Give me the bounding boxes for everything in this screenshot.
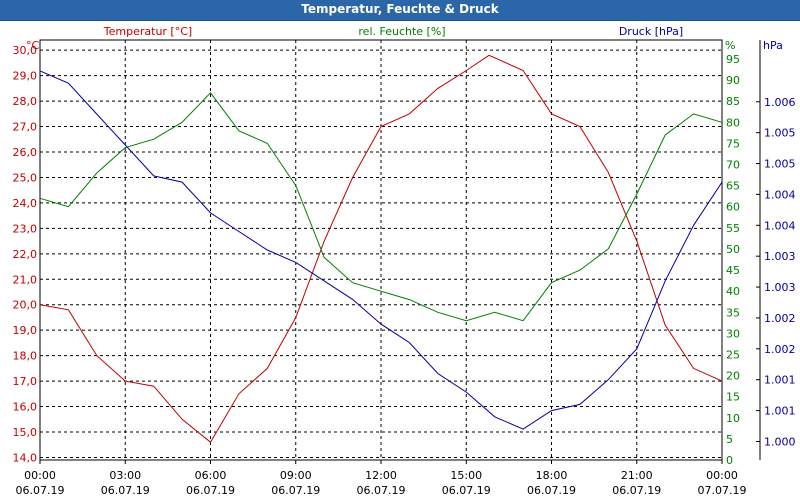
humidity-tick-label: 20	[726, 370, 740, 383]
temperature-tick-label: 27,0	[13, 121, 38, 134]
pressure-axis: 1.000 1.001 1.001 1.002 1.002 1.003 1.003 1.004…	[756, 40, 796, 460]
x-tick-time: 03:00	[109, 469, 141, 482]
pressure-tick-label: 1.005	[764, 127, 796, 140]
temperature-tick-label: 22,0	[13, 248, 38, 261]
humidity-tick-label: 5	[726, 433, 733, 446]
temperature-tick-label: 23,0	[13, 222, 38, 235]
temperature-tick-label: 20,0	[13, 299, 38, 312]
temperature-tick-label: 30,0	[13, 44, 38, 57]
pressure-tick-label: 1.003	[764, 250, 796, 263]
x-tick-date: 06.07.19	[442, 484, 491, 497]
x-tick-time: 12:00	[365, 469, 397, 482]
humidity-tick-label: 50	[726, 243, 740, 256]
humidity-tick-label: 15	[726, 391, 740, 404]
x-tick-date: 06.07.19	[101, 484, 150, 497]
humidity-tick-label: 35	[726, 306, 740, 319]
humidity-axis-label: rel. Feuchte [%]	[358, 25, 445, 38]
humidity-tick-label: 55	[726, 222, 740, 235]
temperature-tick-label: 21,0	[13, 273, 38, 286]
x-tick-date: 06.07.19	[527, 484, 576, 497]
series-line-humidity	[39, 92, 723, 322]
temperature-tick-label: 24,0	[13, 197, 38, 210]
pressure-tick-label: 1.004	[764, 219, 796, 232]
pressure-tick-label: 1.006	[764, 96, 796, 109]
x-tick-time: 09:00	[280, 469, 312, 482]
temperature-tick-label: 16,0	[13, 401, 38, 414]
temperature-tick-label: 29,0	[13, 70, 38, 83]
pressure-unit: hPa	[763, 39, 783, 52]
temperature-tick-label: 25,0	[13, 171, 38, 184]
temperature-tick-label: 26,0	[13, 146, 38, 159]
pressure-tick-label: 1.002	[764, 343, 796, 356]
temperature-unit: °C	[26, 39, 40, 52]
pressure-tick-label: 1.000	[764, 435, 796, 448]
x-tick-date: 06.07.19	[271, 484, 320, 497]
x-tick-date: 06.07.19	[612, 484, 661, 497]
humidity-tick-label: 80	[726, 116, 740, 129]
temperature-tick-label: 15,0	[13, 426, 38, 439]
x-tick-time: 06:00	[195, 469, 227, 482]
humidity-tick-label: 70	[726, 159, 740, 172]
humidity-tick-label: 60	[726, 201, 740, 214]
pressure-tick-label: 1.003	[764, 281, 796, 294]
series-line-pressure	[39, 70, 723, 430]
x-tick-time: 18:00	[536, 469, 568, 482]
humidity-tick-label: 75	[726, 137, 740, 150]
temperature-tick-label: 14,0	[13, 451, 38, 464]
time-axis: 00:00 06.07.19 03:00 06.07.19 06:00 06.07.19 0…	[16, 460, 747, 497]
pressure-tick-label: 1.005	[764, 158, 796, 171]
temperature-tick-label: 17,0	[13, 375, 38, 388]
humidity-unit: %	[725, 39, 735, 52]
x-tick-date: 06.07.19	[186, 484, 235, 497]
humidity-tick-label: 10	[726, 412, 740, 425]
humidity-tick-label: 0	[726, 454, 733, 467]
humidity-tick-label: 90	[726, 74, 740, 87]
humidity-tick-label: 95	[726, 53, 740, 66]
pressure-tick-label: 1.001	[764, 374, 796, 387]
pressure-axis-label: Druck [hPa]	[619, 25, 683, 38]
temperature-tick-label: 18,0	[13, 350, 38, 363]
x-tick-time: 21:00	[621, 469, 653, 482]
series-lines	[39, 54, 723, 443]
humidity-tick-label: 30	[726, 327, 740, 340]
x-tick-date: 06.07.19	[16, 484, 65, 497]
pressure-tick-label: 1.001	[764, 405, 796, 418]
chart-title-bar: Temperatur, Feuchte & Druck	[0, 0, 800, 21]
pressure-tick-label: 1.004	[764, 188, 796, 201]
humidity-tick-label: 25	[726, 348, 740, 361]
temperature-tick-label: 19,0	[13, 324, 38, 337]
x-tick-date: 07.07.19	[698, 484, 747, 497]
grid-lines	[40, 40, 722, 460]
x-tick-time: 15:00	[450, 469, 482, 482]
x-tick-time: 00:00	[24, 469, 56, 482]
pressure-tick-label: 1.002	[764, 312, 796, 325]
temperature-axis-label: Temperatur [°C]	[103, 25, 192, 38]
humidity-axis: 0 5 10 15 20 25 30 35 40 45 50 55 60 65 70 75 80 85 90 95	[726, 53, 740, 467]
series-line-temperature	[39, 54, 723, 443]
humidity-tick-label: 40	[726, 285, 740, 298]
x-tick-time: 00:00	[706, 469, 738, 482]
humidity-tick-label: 85	[726, 95, 740, 108]
humidity-tick-label: 45	[726, 264, 740, 277]
temperature-tick-label: 28,0	[13, 95, 38, 108]
humidity-tick-label: 65	[726, 180, 740, 193]
temperature-axis: 14,0 15,0 16,0 17,0 18,0 19,0 20,0 21,0 22,0 23,0…	[13, 44, 38, 464]
chart-title: Temperatur, Feuchte & Druck	[301, 2, 499, 16]
x-tick-date: 06.07.19	[357, 484, 406, 497]
